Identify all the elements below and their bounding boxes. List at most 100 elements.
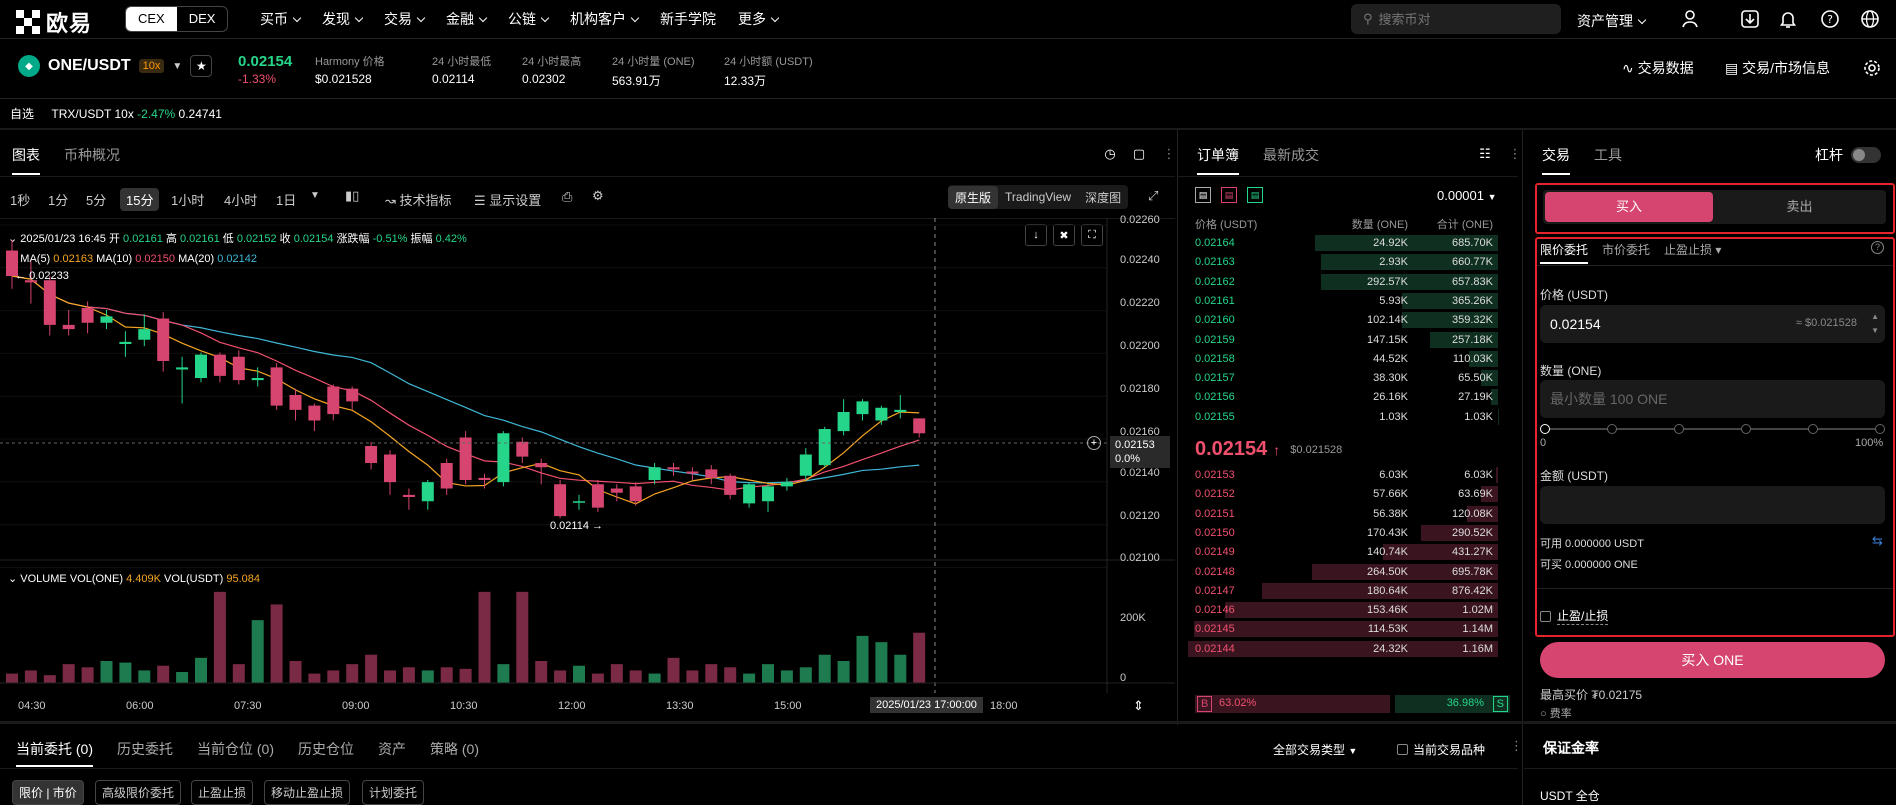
- ask-row[interactable]: 0.02160 102.14K 359.32K: [1185, 311, 1510, 329]
- quantity-slider[interactable]: [1544, 428, 1884, 430]
- price-stepper-icon[interactable]: ▲ ▼: [1871, 312, 1879, 335]
- side-sell[interactable]: 卖出: [1786, 199, 1813, 214]
- buy-submit-button[interactable]: 买入 ONE: [1540, 642, 1885, 678]
- ask-row[interactable]: 0.02161 5.93K 365.26K: [1185, 292, 1510, 310]
- display-settings-button[interactable]: ☰ 显示设置: [474, 193, 542, 208]
- order-type-market[interactable]: 市价委托: [1602, 243, 1651, 257]
- view-native[interactable]: 原生版: [948, 185, 999, 209]
- asset-management-menu[interactable]: 资产管理: [1577, 11, 1645, 31]
- quantity-input[interactable]: [1540, 380, 1885, 418]
- amount-input[interactable]: [1540, 486, 1885, 524]
- filter-trailing-stop[interactable]: 移动止盈止损: [264, 780, 351, 805]
- tab-position-history[interactable]: 历史仓位: [298, 741, 354, 757]
- filter-trigger-order[interactable]: 计划委托: [362, 780, 425, 805]
- screenshot-icon[interactable]: ⎙: [562, 189, 573, 204]
- chevron-down-icon[interactable]: ▼: [310, 190, 320, 201]
- more-vertical-icon[interactable]: ⋮: [1162, 146, 1176, 161]
- interval-15m[interactable]: 15分: [120, 188, 160, 211]
- tab-assets[interactable]: 资产: [378, 741, 406, 757]
- bid-row[interactable]: 0.02148 264.50K 695.78K: [1185, 563, 1510, 581]
- menu-discover[interactable]: 发现: [322, 9, 362, 29]
- bid-row[interactable]: 0.02149 140.74K 431.27K: [1185, 543, 1510, 561]
- interval-5m[interactable]: 5分: [86, 193, 107, 208]
- favorite-pair[interactable]: TRX/USDT 10x: [51, 107, 134, 121]
- interval-1d[interactable]: 1日: [276, 193, 297, 208]
- download-icon[interactable]: [1738, 7, 1762, 31]
- menu-more[interactable]: 更多: [738, 9, 778, 29]
- fee-row[interactable]: ○ 费率: [1540, 705, 1572, 721]
- settings-gear-icon[interactable]: [1860, 56, 1884, 80]
- stat-label[interactable]: Harmony 价格: [315, 56, 385, 68]
- brand-logo[interactable]: 欧易: [16, 6, 92, 38]
- chart-settings-icon[interactable]: ⚙: [592, 188, 604, 203]
- tab-trade[interactable]: 交易: [1542, 145, 1570, 175]
- mode-dex[interactable]: DEX: [188, 11, 216, 26]
- ask-row[interactable]: 0.02155 1.03K 1.03K: [1185, 408, 1510, 426]
- bid-row[interactable]: 0.02145 114.53K 1.14M: [1185, 620, 1510, 638]
- view-tradingview[interactable]: TradingView: [1005, 190, 1072, 204]
- tab-strategies[interactable]: 策略 (0): [430, 741, 479, 757]
- transfer-icon[interactable]: ⇆: [1872, 533, 1883, 548]
- add-alert-plus-icon[interactable]: +: [1087, 436, 1101, 450]
- menu-finance[interactable]: 金融: [446, 9, 486, 29]
- menu-institutional[interactable]: 机构客户: [570, 9, 638, 29]
- filter-advanced-limit[interactable]: 高级限价委托: [95, 780, 182, 805]
- interval-1m[interactable]: 1分: [48, 193, 69, 208]
- orderbook-settings-icon[interactable]: ☷: [1479, 146, 1491, 161]
- tab-recent-trades[interactable]: 最新成交: [1263, 147, 1319, 163]
- candle-type-icon[interactable]: ▮▯: [345, 188, 360, 203]
- user-icon[interactable]: [1678, 7, 1702, 31]
- tab-chart[interactable]: 图表: [12, 145, 40, 175]
- favorites-label[interactable]: 自选: [10, 107, 35, 121]
- bid-row[interactable]: 0.02151 56.38K 120.08K: [1185, 505, 1510, 523]
- search-input[interactable]: [1378, 11, 1529, 27]
- mode-cex[interactable]: CEX: [126, 7, 177, 31]
- bid-row[interactable]: 0.02147 180.64K 876.42K: [1185, 582, 1510, 600]
- collapse-chevron-icon[interactable]: ⌄: [8, 573, 18, 585]
- bid-row[interactable]: 0.02150 170.43K 290.52K: [1185, 524, 1510, 542]
- view-bids-icon[interactable]: ▤: [1247, 187, 1263, 203]
- interval-1s[interactable]: 1秒: [10, 193, 31, 208]
- precision-select[interactable]: 0.00001 ▼: [1437, 188, 1497, 203]
- bid-row[interactable]: 0.02153 6.03K 6.03K: [1185, 466, 1510, 484]
- indicators-button[interactable]: ↝ 技术指标: [385, 193, 452, 208]
- ask-row[interactable]: 0.02164 24.92K 685.70K: [1185, 234, 1510, 252]
- market-info-link[interactable]: ▤ 交易/市场信息: [1725, 58, 1830, 78]
- fullscreen-icon[interactable]: ⤢: [1148, 188, 1159, 203]
- collapse-chevron-icon[interactable]: ⌄: [8, 233, 18, 245]
- order-type-limit[interactable]: 限价委托: [1540, 241, 1589, 264]
- menu-buy-crypto[interactable]: 买币: [260, 9, 300, 29]
- bid-row[interactable]: 0.02152 57.66K 63.69K: [1185, 485, 1510, 503]
- ask-row[interactable]: 0.02162 292.57K 657.83K: [1185, 273, 1510, 291]
- current-pair-checkbox[interactable]: [1397, 744, 1408, 755]
- price-input[interactable]: [1540, 305, 1885, 343]
- bell-icon[interactable]: [1776, 7, 1800, 31]
- slider-mark[interactable]: [1674, 424, 1684, 434]
- help-icon[interactable]: ?: [1818, 7, 1842, 31]
- filter-tpsl[interactable]: 止盈止损: [191, 780, 254, 805]
- window-icon[interactable]: ▢: [1132, 146, 1146, 161]
- interval-4h[interactable]: 4小时: [224, 193, 258, 208]
- menu-academy[interactable]: 新手学院: [660, 11, 716, 27]
- favorite-star-icon[interactable]: ★: [190, 55, 213, 77]
- view-depth[interactable]: 深度图: [1085, 190, 1122, 205]
- ask-row[interactable]: 0.02158 44.52K 110.03K: [1185, 350, 1510, 368]
- ask-row[interactable]: 0.02157 38.30K 65.50K: [1185, 369, 1510, 387]
- bid-row[interactable]: 0.02146 153.46K 1.02M: [1185, 601, 1510, 619]
- slider-mark[interactable]: [1540, 424, 1550, 434]
- slider-mark[interactable]: [1607, 424, 1617, 434]
- trade-type-filter[interactable]: 全部交易类型 ▼: [1273, 741, 1357, 758]
- more-vertical-icon[interactable]: ⋮: [1510, 738, 1523, 753]
- leverage-toggle[interactable]: [1851, 147, 1881, 163]
- menu-chain[interactable]: 公链: [508, 9, 548, 29]
- tab-order-history[interactable]: 历史委托: [117, 741, 173, 757]
- interval-1h[interactable]: 1小时: [171, 193, 205, 208]
- alert-add-icon[interactable]: ◷: [1104, 146, 1116, 161]
- more-vertical-icon[interactable]: ⋮: [1508, 146, 1522, 161]
- ask-row[interactable]: 0.02159 147.15K 257.18K: [1185, 331, 1510, 349]
- slider-mark[interactable]: [1808, 424, 1818, 434]
- candlestick-chart[interactable]: [0, 218, 1175, 693]
- tab-positions[interactable]: 当前仓位 (0): [197, 741, 274, 757]
- help-icon[interactable]: ?: [1871, 241, 1884, 254]
- order-type-tpsl[interactable]: 止盈止损 ▾: [1664, 243, 1722, 257]
